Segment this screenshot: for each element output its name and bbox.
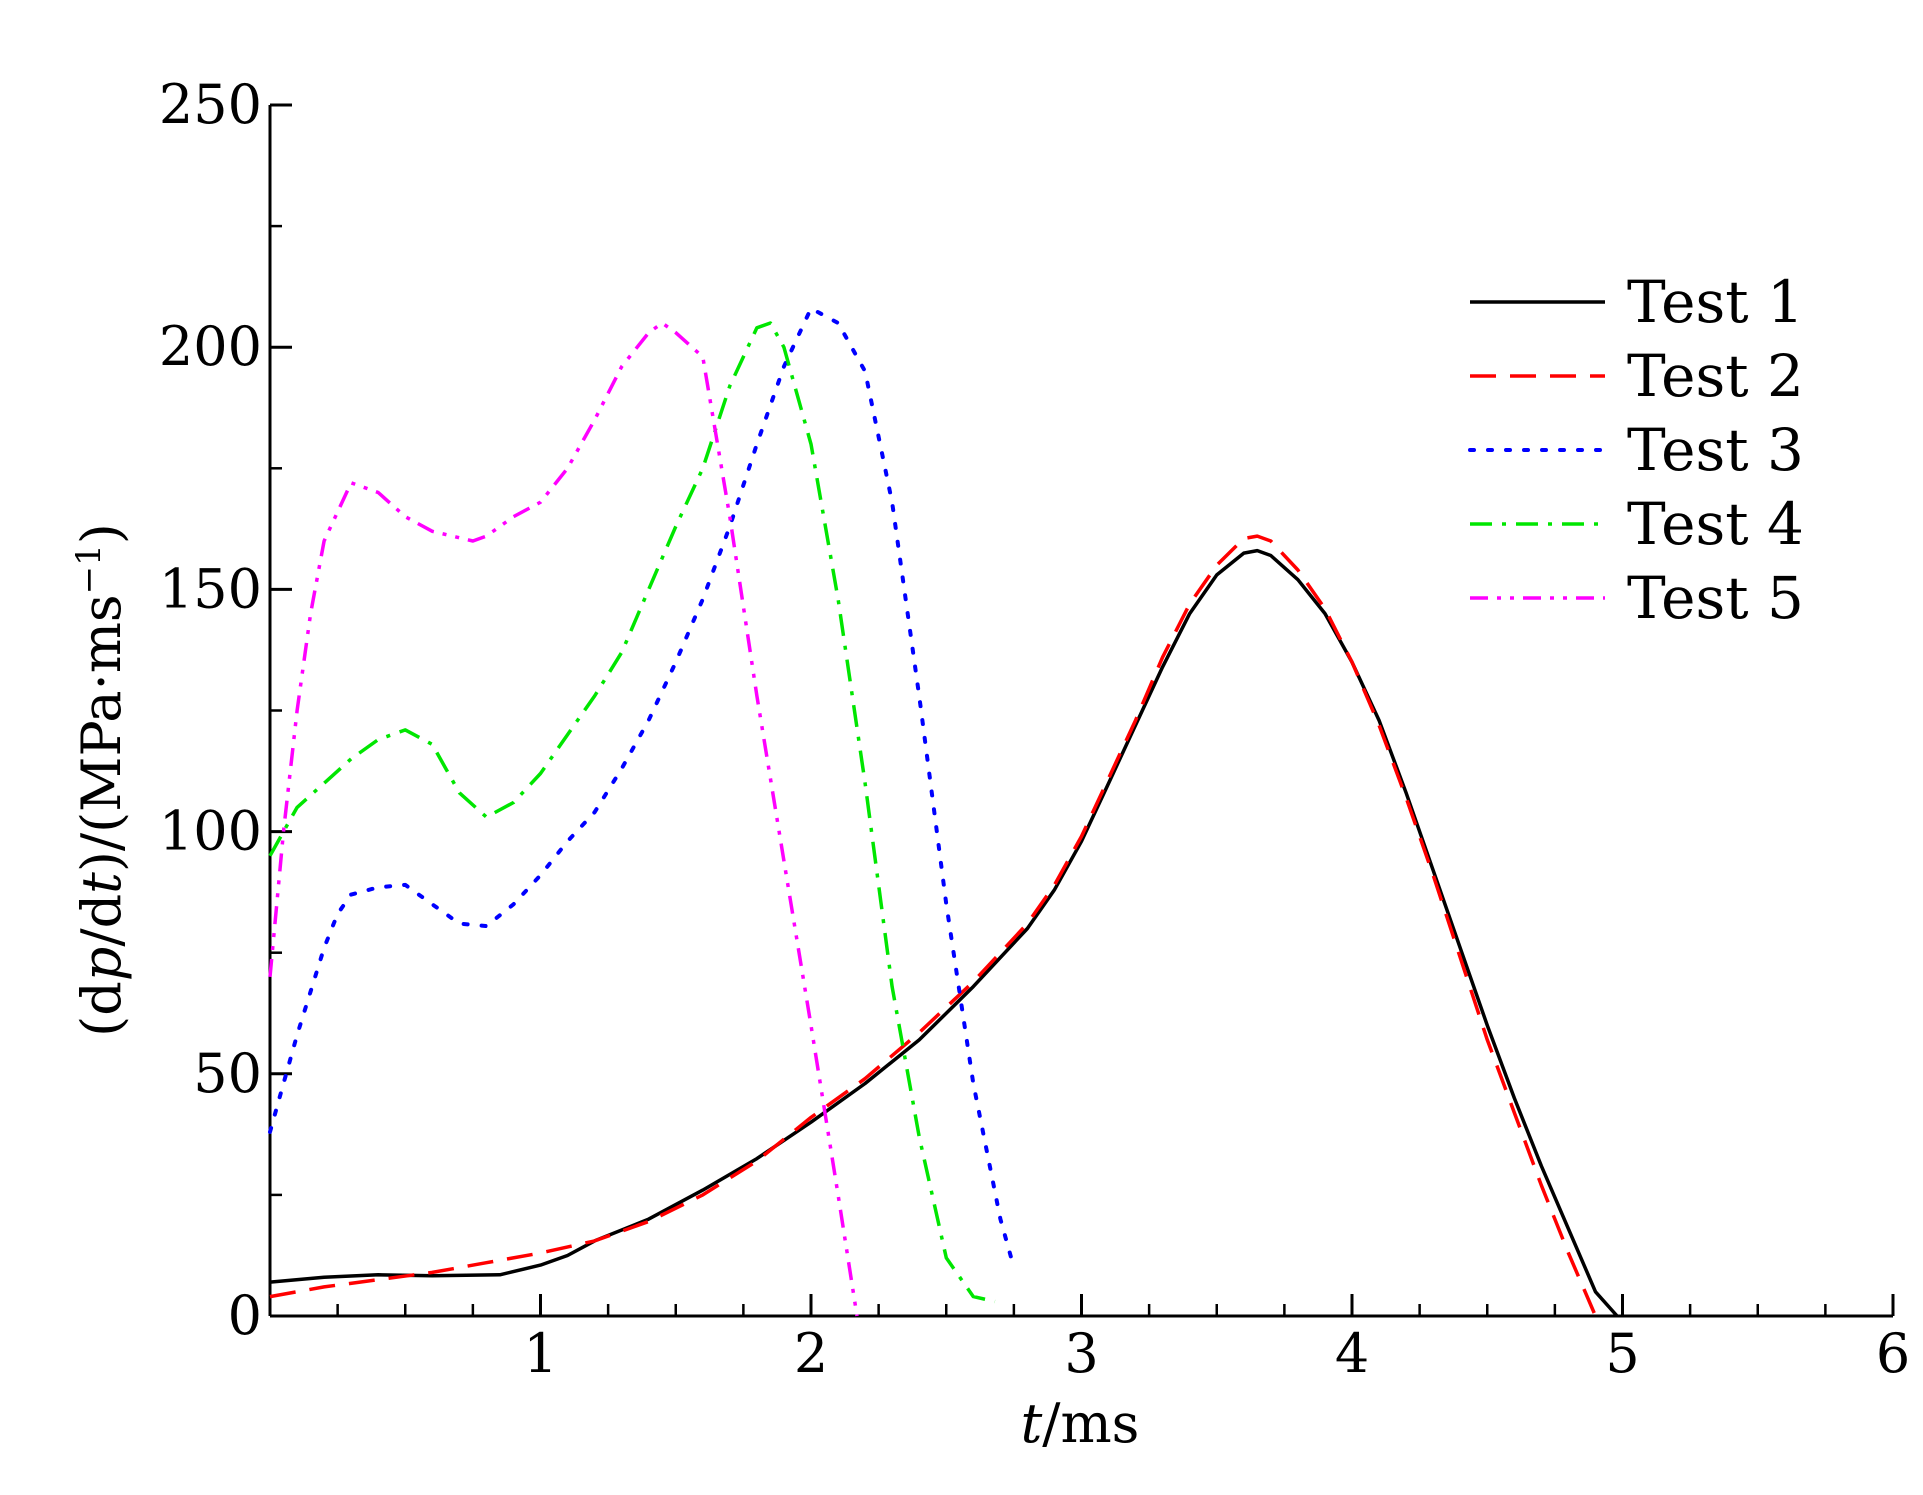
x-tick-label: 5 [1605, 1322, 1639, 1385]
y-tick-label: 150 [159, 557, 262, 620]
series-line-test-5 [268, 321, 859, 1317]
x-axis-title-italic: t [1021, 1392, 1043, 1455]
y-tick-label: 250 [159, 73, 262, 136]
series-line-test-3 [268, 306, 1016, 1270]
series-layer [268, 306, 1619, 1318]
y-axis-title: (dp/dt)/(MPa·ms−1) [69, 523, 133, 1037]
x-axis-title: t/ms [1021, 1392, 1140, 1455]
legend-label-test-3: Test 3 [1627, 416, 1804, 484]
series-line-test-1 [269, 548, 1619, 1318]
legend-label-test-1: Test 1 [1627, 268, 1804, 336]
x-axis-title-unit: /ms [1042, 1392, 1139, 1455]
x-tick-label: 3 [1064, 1322, 1098, 1385]
y-tick-label: 100 [159, 800, 262, 863]
x-tick-label: 1 [523, 1322, 557, 1385]
x-tick-label: 4 [1335, 1322, 1369, 1385]
series-line-test-4 [268, 321, 996, 1304]
x-tick-label: 6 [1876, 1322, 1910, 1385]
legend-label-test-5: Test 5 [1627, 564, 1804, 632]
axes: 1 2 3 4 5 6 0 50 100 150 200 250 [159, 73, 1910, 1385]
y-tick-label: 0 [228, 1284, 262, 1347]
legend-label-test-2: Test 2 [1627, 342, 1804, 410]
legend-label-test-4: Test 4 [1627, 490, 1804, 558]
x-tick-label: 2 [794, 1322, 828, 1385]
y-tick-label: 200 [159, 315, 262, 378]
series-line-test-2 [269, 534, 1598, 1317]
y-tick-label: 50 [193, 1042, 262, 1105]
